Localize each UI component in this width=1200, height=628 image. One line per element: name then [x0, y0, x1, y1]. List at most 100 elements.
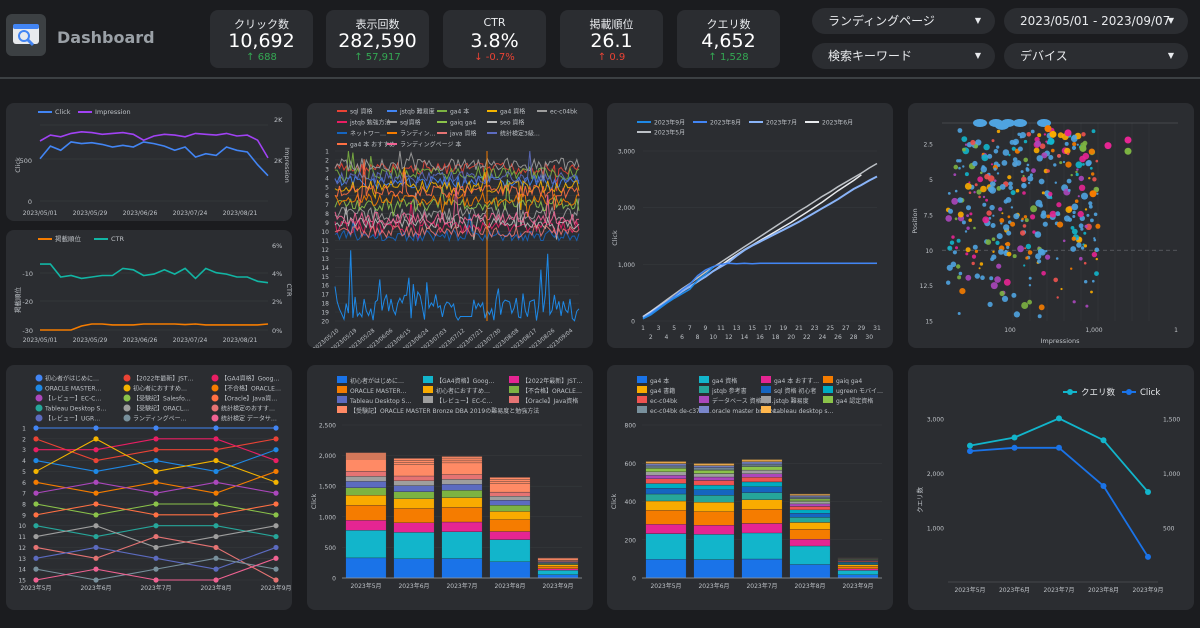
scatter-point: [961, 220, 966, 225]
legend-label: 【レビュー】UGR…: [45, 415, 100, 423]
kpi-delta: ↑ 688: [246, 52, 277, 63]
scatter-point: [987, 301, 993, 307]
scatter-point: [1057, 132, 1064, 139]
x-tick: 30: [865, 334, 873, 341]
bar-segment: [693, 480, 735, 486]
keyword-click-stacked-bar[interactable]: ga4 本 ga4 資格 ga4 本 おすす… gaiq ga4 ga4 書籍 jstqb…: [607, 365, 893, 610]
legend-swatch: [423, 396, 433, 403]
y-tick: 2,500: [319, 423, 336, 430]
keyword-position-chart[interactable]: sql 資格 jstqb 難易度 ga4 本 ga4 資格 ec-c04bk jstqb …: [307, 103, 593, 348]
scatter-point: [984, 173, 990, 180]
legend-label: Tableau Desktop S…: [349, 398, 411, 405]
bar-segment: [489, 505, 531, 512]
bar-segment: [489, 539, 531, 562]
device-filter[interactable]: デバイス ▼: [1004, 43, 1188, 69]
click-impression-chart[interactable]: Click Impression 500 0 2K 2K Click Impression 20…: [6, 103, 292, 221]
scatter-point: [992, 214, 995, 217]
page-ranking-chart[interactable]: 初心者がはじめに… 【2022年最新】JST… 【GA4資格】Goog… ORACLE…: [6, 365, 292, 610]
bar-slice: [741, 463, 783, 465]
query-click-chart[interactable]: クエリ数 Click 3,000 2,000 1,000 1,500 1,000 500 クエリ…: [908, 365, 1194, 610]
scatter-point: [1076, 237, 1079, 241]
scatter-point: [1082, 152, 1090, 160]
kpi-queries: クエリ数 4,652 ↑ 1,528: [677, 10, 780, 68]
scatter-point: [1070, 226, 1075, 230]
ranking-point: [213, 501, 219, 507]
card-page-ranking: 初心者がはじめに… 【2022年最新】JST… 【GA4資格】Goog… ORACLE…: [6, 365, 292, 610]
scatter-point: [1124, 147, 1132, 155]
y-tick: 2,000: [618, 205, 635, 212]
scatter-point: [947, 245, 953, 251]
filter-label: 2023/05/01 - 2023/09/07: [1020, 14, 1171, 28]
x-tick: 29: [858, 325, 866, 332]
legend-swatch: [337, 386, 347, 393]
scatter-point: [980, 171, 983, 175]
bar-segment: [741, 473, 783, 478]
bar-segment: [393, 522, 435, 533]
x-tick: 31: [873, 325, 881, 332]
legend-swatch: [637, 386, 647, 393]
queries-point: [1056, 415, 1062, 422]
y-axis-label: Click: [310, 494, 318, 510]
scatter-point: [973, 226, 976, 230]
bar-segment: [741, 459, 783, 462]
scatter-point: [1010, 221, 1016, 227]
scatter-point: [1006, 251, 1012, 257]
x-tick: 3: [657, 325, 661, 332]
card-keyword-click-bar: ga4 本 ga4 資格 ga4 本 おすす… gaiq ga4 ga4 書籍 jstqb…: [607, 365, 893, 610]
x-tick: 2023年9月: [542, 582, 573, 590]
y-axis-label: Click: [14, 157, 22, 173]
legend-swatch: [211, 414, 219, 422]
scatter-point: [1020, 170, 1024, 174]
scatter-point: [945, 215, 952, 222]
y2-tick: 0%: [272, 327, 282, 335]
legend-label: ec-c04bk: [550, 109, 578, 116]
scatter-point: [1027, 175, 1034, 182]
y-tick: 13: [18, 556, 26, 563]
scatter-point: [1093, 237, 1096, 240]
scatter-point: [1015, 188, 1020, 193]
x-tick: 2023/06/26: [123, 210, 158, 217]
scatter-point: [978, 195, 981, 199]
ranking-point: [273, 512, 279, 518]
date-range-picker[interactable]: 2023/05/01 - 2023/09/07 ▼: [1004, 8, 1188, 34]
bar-segment: [393, 558, 435, 579]
landing-page-filter[interactable]: ランディングページ ▼: [812, 8, 995, 34]
card-query-click: クエリ数 Click 3,000 2,000 1,000 1,500 1,000 500 クエリ…: [908, 365, 1194, 610]
queries-point: [967, 442, 973, 449]
monthly-cumulative-click-chart[interactable]: 2023年9月 2023年8月 2023年7月 2023年6月 2023年5月 0 1,00…: [607, 103, 893, 348]
keyword-filter[interactable]: 検索キーワード ▼: [812, 43, 995, 69]
y-tick: 500: [20, 157, 32, 165]
click-point: [1011, 444, 1018, 451]
position-ctr-chart[interactable]: 掲載順位 CTR -10 -20 -30 6% 4% 2% 0% 掲載順位 CTR 2023/05/0…: [6, 230, 292, 348]
x-tick: 5: [672, 325, 676, 332]
impressions-position-scatter[interactable]: 2.5 5 7.5 10 12.5 15 100 1,000 1 Impressions Posit…: [908, 103, 1194, 348]
y-tick: 15: [321, 274, 329, 281]
bar-segment: [441, 484, 483, 491]
legend-label: sql 資格 初心者: [774, 387, 816, 395]
legend-swatch: [35, 374, 43, 382]
x-tick: 2023年8月: [794, 582, 825, 590]
x-tick: 2023/07/24: [173, 337, 208, 344]
legend-swatch: [337, 376, 347, 383]
bar-slice: [837, 557, 879, 559]
card-monthly-cumulative: 2023年9月 2023年8月 2023年7月 2023年6月 2023年5月 0 1,00…: [607, 103, 893, 348]
scatter-point: [1039, 249, 1046, 256]
legend-swatch: [823, 376, 833, 383]
scatter-point: [1010, 190, 1016, 196]
queries-line: [969, 417, 1149, 493]
page-click-stacked-bar[interactable]: 初心者がはじめに… 【GA4資格】Goog… 【2022年最新】JST… ORACLE…: [307, 365, 593, 610]
scatter-point: [1083, 261, 1087, 265]
x-tick: 2023年8月: [200, 584, 231, 592]
bar-segment: [537, 564, 579, 567]
scatter-point: [1029, 173, 1033, 177]
bar-segment: [645, 510, 687, 525]
y-tick: 7.5: [923, 212, 933, 219]
ranking-point: [273, 533, 279, 540]
scatter-point: [1056, 296, 1059, 299]
x-tick: 26: [834, 334, 842, 341]
ranking-point: [273, 436, 279, 442]
ranking-point: [93, 447, 99, 453]
legend-swatch: [509, 386, 519, 393]
legend-label: ec-c04bk: [650, 398, 678, 405]
y-tick: 1,000: [927, 525, 944, 532]
